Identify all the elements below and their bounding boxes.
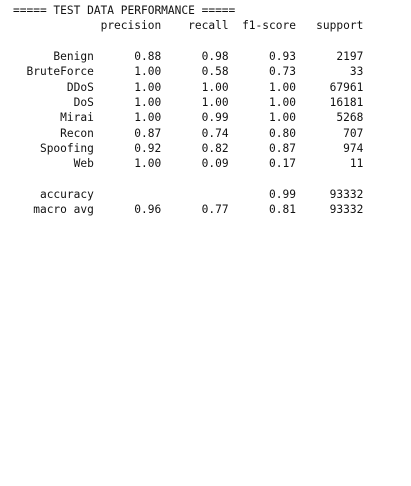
cell-f1: 0.93 — [269, 50, 296, 64]
cell-f1: 1.00 — [269, 80, 296, 94]
cell-precision: 0.88 — [134, 50, 162, 64]
row-label: BruteForce — [26, 65, 94, 79]
column-header: support — [316, 19, 364, 33]
row-label: Web — [73, 157, 94, 171]
cell-precision: 1.00 — [134, 65, 162, 79]
cell-precision: 1.00 — [134, 80, 162, 94]
section-title-line: ===== TEST DATA PERFORMANCE ===== — [13, 3, 411, 18]
row-label: Benign — [53, 50, 94, 64]
cell-precision: 0.96 — [134, 203, 162, 217]
summary-row: accuracy 0.99 93332 — [13, 187, 411, 202]
cell-recall: 0.58 — [201, 65, 229, 79]
cell-recall: 0.77 — [201, 203, 229, 217]
cell-f1: 0.81 — [269, 203, 296, 217]
summary-row: macro avg 0.96 0.77 0.81 93332 — [13, 202, 411, 217]
cell-f1: 1.00 — [269, 96, 296, 110]
cell-support: 16181 — [329, 96, 364, 110]
cell-recall: 0.99 — [201, 111, 229, 125]
class-row: DDoS 1.00 1.00 1.00 67961 — [13, 80, 411, 95]
class-row: Benign 0.88 0.98 0.93 2197 — [13, 49, 411, 64]
cell-support: 93332 — [329, 188, 364, 202]
cell-f1: 0.99 — [268, 188, 296, 202]
class-row: BruteForce 1.00 0.58 0.73 33 — [13, 64, 411, 79]
cell-support: 2197 — [336, 50, 364, 64]
row-label: Spoofing — [39, 142, 94, 156]
class-row: DoS 1.00 1.00 1.00 16181 — [13, 95, 411, 110]
row-label: Mirai — [60, 111, 94, 125]
cell-recall: 0.98 — [201, 50, 229, 64]
blank-line — [13, 34, 411, 49]
cell-precision: 0.87 — [134, 126, 162, 140]
cell-support: 707 — [343, 126, 364, 140]
class-row: Recon 0.87 0.74 0.80 707 — [13, 126, 411, 141]
cell-support: 93332 — [329, 203, 364, 217]
row-label: macro avg — [33, 203, 94, 217]
cell-support: 67961 — [329, 80, 364, 94]
blank-line — [13, 172, 411, 187]
cell-recall: 0.74 — [201, 126, 229, 140]
row-label: Recon — [60, 126, 94, 140]
classification-report-output: ===== TEST DATA PERFORMANCE ===== precis… — [0, 0, 411, 218]
cell-support: 5268 — [336, 111, 364, 125]
row-label: DoS — [73, 96, 94, 110]
row-label: DDoS — [66, 80, 94, 94]
cell-recall: 0.82 — [201, 142, 229, 156]
cell-f1: 1.00 — [269, 111, 296, 125]
cell-f1: 0.87 — [269, 142, 296, 156]
cell-precision: 1.00 — [134, 96, 162, 110]
cell-precision: 1.00 — [134, 157, 162, 171]
header-line: precision recall f1-score support — [13, 18, 411, 33]
section-title: ===== TEST DATA PERFORMANCE ===== — [13, 4, 236, 17]
cell-recall: 1.00 — [201, 96, 229, 110]
class-row: Mirai 1.00 0.99 1.00 5268 — [13, 110, 411, 125]
column-header: recall — [188, 19, 229, 33]
cell-precision: 0.92 — [134, 142, 162, 156]
row-label: accuracy — [39, 188, 94, 202]
cell-recall: 1.00 — [201, 80, 229, 94]
cell-f1: 0.73 — [269, 65, 296, 79]
cell-f1: 0.80 — [269, 126, 296, 140]
cell-precision: 1.00 — [134, 111, 162, 125]
cell-support: 974 — [343, 142, 364, 156]
cell-support: 11 — [349, 157, 364, 171]
class-row: Spoofing 0.92 0.82 0.87 974 — [13, 141, 411, 156]
column-header: precision — [100, 19, 162, 33]
column-header: f1-score — [242, 19, 296, 33]
cell-recall: 0.09 — [201, 157, 229, 171]
class-row: Web 1.00 0.09 0.17 11 — [13, 156, 411, 171]
cell-support: 33 — [349, 65, 364, 79]
cell-f1: 0.17 — [269, 157, 296, 171]
